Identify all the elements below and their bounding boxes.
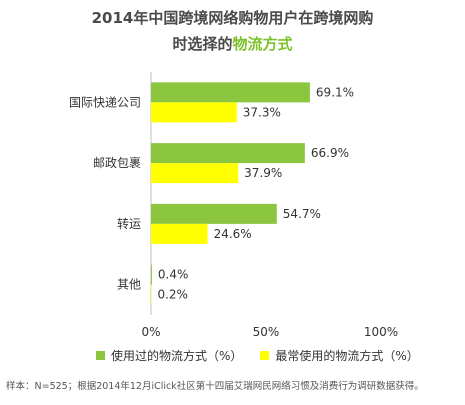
- footnote: 样本：N=525；根据2014年12月iClick社区第十四届艾瑞网民网络习惯及…: [6, 381, 424, 392]
- data-label: 37.9%: [244, 166, 282, 180]
- chart-title-highlight: 物流方式: [232, 35, 293, 53]
- data-label: 0.4%: [158, 268, 189, 282]
- legend-label-used: 使用过的物流方式（%）: [111, 348, 243, 363]
- category-label: 国际快递公司: [69, 95, 141, 109]
- bar-used: [151, 203, 277, 224]
- category-label: 邮政包裹: [93, 155, 141, 170]
- data-label: 69.1%: [316, 85, 354, 99]
- legend-item-used: 使用过的物流方式（%）: [96, 347, 242, 364]
- legend-item-most-used: 最常使用的物流方式（%）: [260, 347, 419, 364]
- x-tick-label: 50%: [253, 325, 280, 339]
- bar-used: [151, 82, 310, 103]
- data-label: 24.6%: [214, 227, 252, 241]
- x-tick-label: 0%: [141, 325, 160, 339]
- legend: 使用过的物流方式（%） 最常使用的物流方式（%）: [96, 345, 437, 365]
- bar-used: [151, 264, 152, 285]
- data-label: 0.2%: [157, 288, 188, 302]
- bar-most-used: [151, 163, 239, 184]
- data-label: 54.7%: [283, 207, 321, 221]
- bar-chart: 国际快递公司 69.1% 37.3% 邮政包裹 66.9% 37.9% 转运 54.7% 24.…: [69, 72, 398, 339]
- data-label: 37.3%: [243, 105, 281, 119]
- category-label: 转运: [117, 216, 141, 231]
- legend-swatch-used: [96, 350, 105, 360]
- chart-title-line2: 时选择的物流方式: [0, 34, 465, 54]
- chart-title-prefix: 时选择的: [172, 35, 233, 53]
- bar-most-used: [151, 102, 237, 123]
- x-tick-label: 100%: [364, 325, 398, 339]
- bar-used: [151, 143, 305, 164]
- bar-most-used: [151, 223, 208, 244]
- category-label: 其他: [117, 278, 141, 292]
- legend-swatch-most-used: [260, 350, 270, 360]
- legend-label-most-used: 最常使用的物流方式（%）: [275, 348, 419, 363]
- chart-title-line1: 2014年中国跨境网络购物用户在跨境网购: [91, 9, 374, 27]
- data-label: 66.9%: [311, 146, 349, 160]
